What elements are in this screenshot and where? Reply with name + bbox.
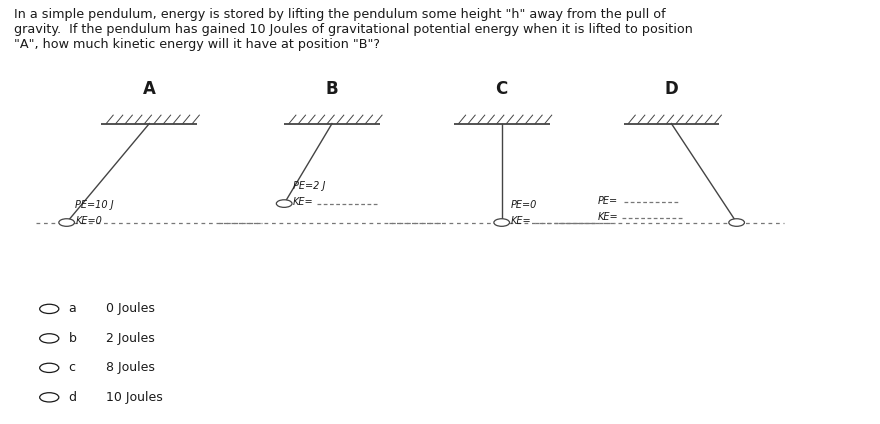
- Text: PE=: PE=: [598, 196, 618, 206]
- Text: KE=0: KE=0: [76, 216, 102, 226]
- Text: 0 Joules: 0 Joules: [106, 302, 155, 315]
- Text: 10 Joules: 10 Joules: [106, 391, 163, 404]
- Circle shape: [40, 363, 59, 373]
- Text: d: d: [69, 391, 77, 404]
- Text: PE=2 J: PE=2 J: [293, 181, 326, 191]
- Text: KE=: KE=: [510, 216, 531, 226]
- Text: KE=: KE=: [598, 212, 618, 222]
- Circle shape: [729, 219, 744, 226]
- Circle shape: [59, 219, 75, 226]
- Text: 8 Joules: 8 Joules: [106, 361, 155, 374]
- Text: C: C: [495, 80, 508, 98]
- Circle shape: [40, 304, 59, 313]
- Text: A: A: [143, 80, 156, 98]
- Text: b: b: [69, 332, 77, 345]
- Text: PE=0: PE=0: [510, 200, 537, 210]
- Text: KE=: KE=: [293, 197, 313, 207]
- Text: B: B: [326, 80, 338, 98]
- Circle shape: [494, 219, 510, 226]
- Circle shape: [40, 334, 59, 343]
- Text: D: D: [664, 80, 678, 98]
- Text: In a simple pendulum, energy is stored by lifting the pendulum some height "h" a: In a simple pendulum, energy is stored b…: [14, 8, 693, 51]
- Text: a: a: [69, 302, 77, 315]
- Text: c: c: [69, 361, 76, 374]
- Text: PE=10 J: PE=10 J: [76, 200, 114, 210]
- Circle shape: [40, 393, 59, 402]
- Circle shape: [276, 200, 292, 207]
- Text: 2 Joules: 2 Joules: [106, 332, 155, 345]
